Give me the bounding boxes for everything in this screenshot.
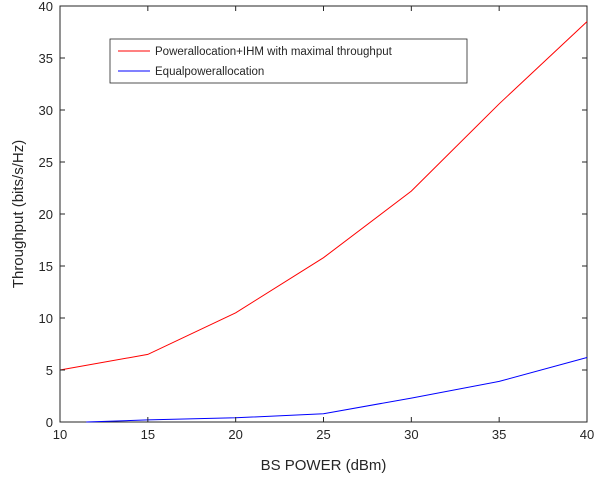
y-tick-label: 0 [46, 415, 53, 430]
legend-label-red: Powerallocation+IHM with maximal through… [155, 46, 393, 58]
y-tick-label: 30 [39, 103, 53, 118]
x-tick-label: 40 [580, 427, 594, 442]
y-tick-label: 10 [39, 311, 53, 326]
y-tick-label: 15 [39, 259, 53, 274]
x-tick-label: 25 [316, 427, 330, 442]
legend: Powerallocation+IHM with maximal through… [109, 38, 468, 84]
ticks-layer: 10 15 20 25 30 35 40 0 5 10 15 20 25 30 35 40 [39, 0, 595, 442]
y-axis-label: Throughput (bits/s/Hz) [10, 140, 27, 288]
x-tick-label: 15 [141, 427, 155, 442]
y-tick-label: 35 [39, 51, 53, 66]
legend-box [109, 38, 468, 84]
x-tick-label: 10 [53, 427, 67, 442]
y-tick-label: 40 [39, 0, 53, 14]
legend-label-blue: Equalpoweral­location [155, 66, 264, 78]
x-tick-label: 20 [228, 427, 242, 442]
series-line-0 [59, 21, 588, 371]
x-tick-label: 35 [492, 427, 506, 442]
y-tick-label: 25 [39, 155, 53, 170]
x-axis-label: BS POWER (dBm) [261, 457, 387, 474]
y-tick-label: 5 [46, 363, 53, 378]
x-tick-label: 30 [404, 427, 418, 442]
y-tick-label: 20 [39, 207, 53, 222]
